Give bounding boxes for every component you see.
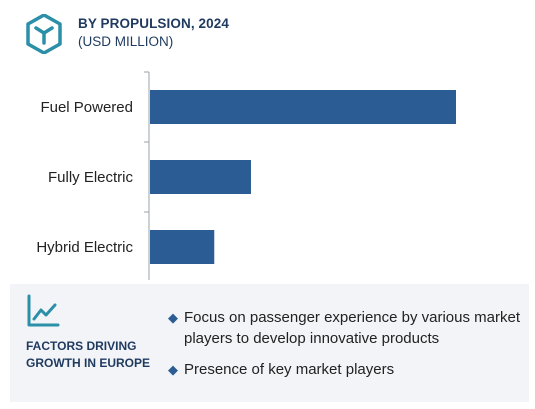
bar-chart: Fuel Powered Fully Electric Hybrid Electri… — [0, 60, 535, 280]
chart-subtitle: (USD MILLION) — [78, 34, 174, 49]
cube-logo-icon — [26, 14, 62, 54]
bar-hybrid-electric — [150, 230, 215, 264]
bar-chart-svg: Fuel Powered Fully Electric Hybrid Electri… — [36, 71, 456, 280]
factor-list: ◆ Focus on passenger experience by vario… — [168, 307, 523, 390]
factor-item: ◆ Presence of key market players — [168, 359, 523, 380]
diamond-bullet-icon: ◆ — [168, 310, 178, 325]
chart-header: BY PROPULSION, 2024 (USD MILLION) — [26, 14, 506, 58]
factors-title: FACTORS DRIVING GROWTH IN EUROPE — [26, 339, 151, 370]
category-label: Fuel Powered — [40, 99, 133, 116]
factor-item: ◆ Focus on passenger experience by vario… — [168, 307, 523, 349]
bar-fully-electric — [150, 160, 251, 194]
diamond-bullet-icon: ◆ — [168, 362, 178, 377]
growth-factors-panel: FACTORS DRIVING GROWTH IN EUROPE ◆ Focus… — [10, 284, 529, 402]
factor-text: Focus on passenger experience by various… — [184, 309, 521, 347]
line-chart-icon — [27, 294, 60, 327]
bar-fuel-powered — [150, 90, 456, 124]
chart-title: BY PROPULSION, 2024 — [78, 16, 229, 31]
factor-text: Presence of key market players — [184, 361, 395, 378]
category-label: Hybrid Electric — [36, 239, 133, 256]
category-label: Fully Electric — [48, 169, 134, 186]
